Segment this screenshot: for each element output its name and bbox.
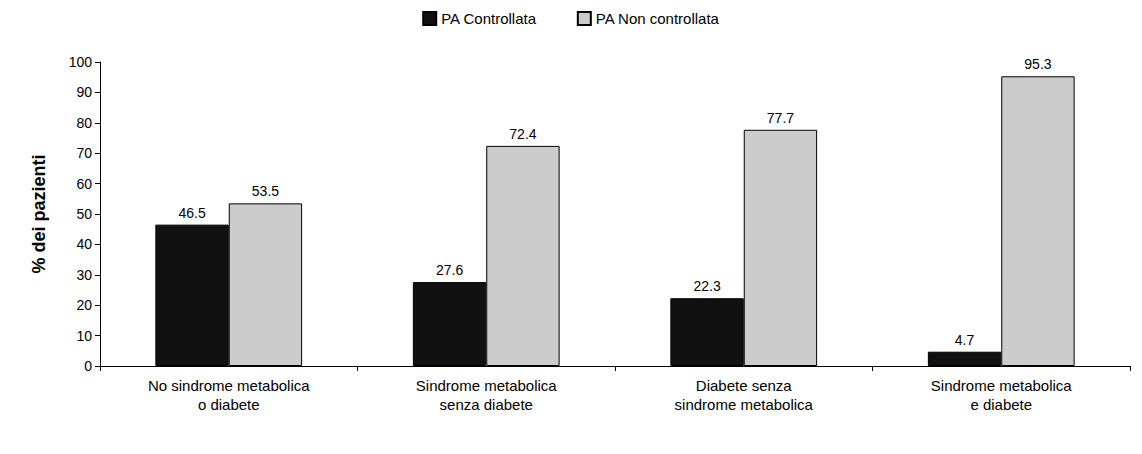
svg-text:46.5: 46.5	[178, 205, 205, 221]
svg-text:PA Non controllata: PA Non controllata	[596, 10, 720, 27]
svg-text:sindrome metabolica: sindrome metabolica	[675, 396, 814, 413]
svg-text:No sindrome metabolica: No sindrome metabolica	[148, 377, 310, 394]
svg-text:60: 60	[76, 176, 92, 192]
svg-text:% dei pazienti: % dei pazienti	[29, 154, 49, 273]
svg-text:e diabete: e diabete	[970, 396, 1032, 413]
svg-text:Sindrome metabolica: Sindrome metabolica	[416, 377, 558, 394]
svg-text:70: 70	[76, 145, 92, 161]
svg-text:77.7: 77.7	[767, 110, 794, 126]
svg-text:0: 0	[84, 358, 92, 374]
svg-text:Diabete senza: Diabete senza	[696, 377, 793, 394]
svg-text:27.6: 27.6	[436, 262, 463, 278]
svg-text:22.3: 22.3	[693, 278, 720, 294]
svg-text:10: 10	[76, 328, 92, 344]
svg-text:90: 90	[76, 84, 92, 100]
svg-text:50: 50	[76, 206, 92, 222]
svg-text:PA Controllata: PA Controllata	[441, 10, 536, 27]
svg-text:40: 40	[76, 236, 92, 252]
svg-text:4.7: 4.7	[955, 332, 975, 348]
svg-text:53.5: 53.5	[252, 183, 279, 199]
svg-text:100: 100	[69, 54, 93, 70]
svg-text:Sindrome metabolica: Sindrome metabolica	[931, 377, 1073, 394]
svg-text:20: 20	[76, 297, 92, 313]
svg-text:senza diabete: senza diabete	[440, 396, 533, 413]
svg-text:95.3: 95.3	[1024, 56, 1051, 72]
svg-text:30: 30	[76, 267, 92, 283]
svg-text:72.4: 72.4	[509, 126, 536, 142]
svg-text:o diabete: o diabete	[198, 396, 260, 413]
svg-text:80: 80	[76, 115, 92, 131]
